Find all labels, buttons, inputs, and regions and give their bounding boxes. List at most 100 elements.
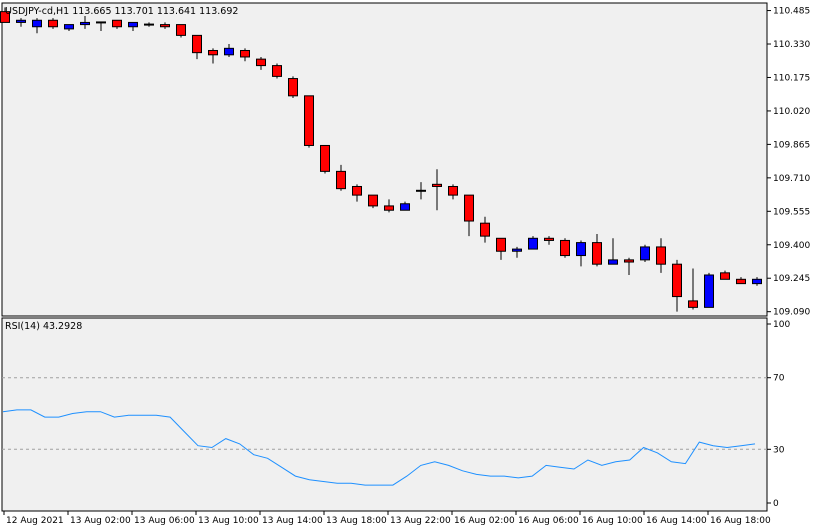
price-tick-label: 109.710 [773,174,810,184]
candle-body [416,189,426,192]
candle-body [224,47,234,56]
candle-body [64,24,74,30]
candle [496,237,506,260]
candle-body [48,19,58,28]
candle-body [160,24,170,28]
candle [320,144,330,174]
candle-body [544,237,554,241]
candle-body [96,21,106,24]
candle [128,21,138,32]
candle-body [656,246,666,265]
candle-body [192,34,202,54]
candle [144,22,154,27]
candle-body [304,95,314,146]
price-tick-label: 110.020 [773,107,810,117]
candle-body [208,49,218,56]
candle [112,19,122,29]
candle [624,257,634,275]
price-tick-label: 109.555 [773,207,810,217]
candle-body [128,21,138,28]
price-tick-label: 109.245 [773,274,810,284]
candle-body [368,194,378,207]
candle-body [528,237,538,250]
candle-body [624,259,634,263]
candle [448,184,458,200]
rsi-title: RSI(14) 43.2928 [5,321,82,332]
candle [16,18,26,27]
rsi-line [2,409,756,486]
candle-body [32,19,42,28]
time-tick-label: 13 Aug 02:00 [70,516,131,526]
time-tick-label: 16 Aug 02:00 [454,516,515,526]
candle-body [336,170,346,190]
candle-body [736,278,746,285]
price-tick-label: 110.330 [773,40,810,50]
candle [656,238,666,273]
candle-body [752,278,762,285]
candle-body [512,248,522,252]
price-tick-label: 109.090 [773,308,810,318]
time-tick-label: 12 Aug 2021 [6,516,64,526]
candle [688,268,698,310]
price-tick-label: 109.400 [773,241,810,251]
candle [368,194,378,209]
candle [304,95,314,148]
candle-body [640,246,650,261]
time-tick-label: 16 Aug 18:00 [710,516,771,526]
time-tick-label: 16 Aug 06:00 [518,516,579,526]
candle [752,277,762,286]
time-tick-label: 16 Aug 14:00 [646,516,707,526]
candle [384,199,394,213]
candle-body [704,274,714,308]
candle [256,56,266,70]
time-tick-label: 13 Aug 14:00 [262,516,323,526]
candle [176,24,186,38]
candle-body [464,194,474,222]
rsi-tick-label: 0 [773,499,779,509]
candle-body [432,183,442,187]
rsi-chart-area [1,317,768,512]
candle-body [320,144,330,172]
candle [288,76,298,98]
candle-body [720,272,730,280]
candle-body [592,242,602,265]
candle [0,7,10,23]
price-tick-label: 110.175 [773,73,810,83]
candle [224,44,234,57]
candle [592,233,602,267]
time-tick-label: 13 Aug 18:00 [326,516,387,526]
candle [208,48,218,64]
candle [96,21,106,32]
candle [432,169,442,211]
rsi-tick-label: 70 [773,374,785,384]
candle [720,270,730,280]
candle-body [176,24,186,36]
chart-title: USDJPY-cd,H1 113.665 113.701 113.641 113… [5,6,238,17]
time-tick-label: 13 Aug 06:00 [134,516,195,526]
candle [608,238,618,265]
rsi-axis: 100 70 30 0 [767,320,790,509]
candle [192,34,202,60]
candle [576,240,586,267]
candle [704,272,714,308]
candle [272,63,282,79]
candle-body [576,242,586,257]
candle [80,15,90,29]
candle-body [496,237,506,252]
time-tick-label: 16 Aug 10:00 [582,516,643,526]
candle [64,24,74,32]
candle [544,236,554,245]
candle [560,238,570,258]
candle-body [384,205,394,211]
candle [464,194,474,237]
candle [640,244,650,263]
rsi-level-lines [2,377,767,450]
candle-body [448,185,458,196]
candle-body [352,185,362,196]
candle-body [256,58,266,67]
candle-body [400,203,410,211]
time-tick-label: 13 Aug 10:00 [198,516,259,526]
candle [736,277,746,285]
candle [48,18,58,29]
